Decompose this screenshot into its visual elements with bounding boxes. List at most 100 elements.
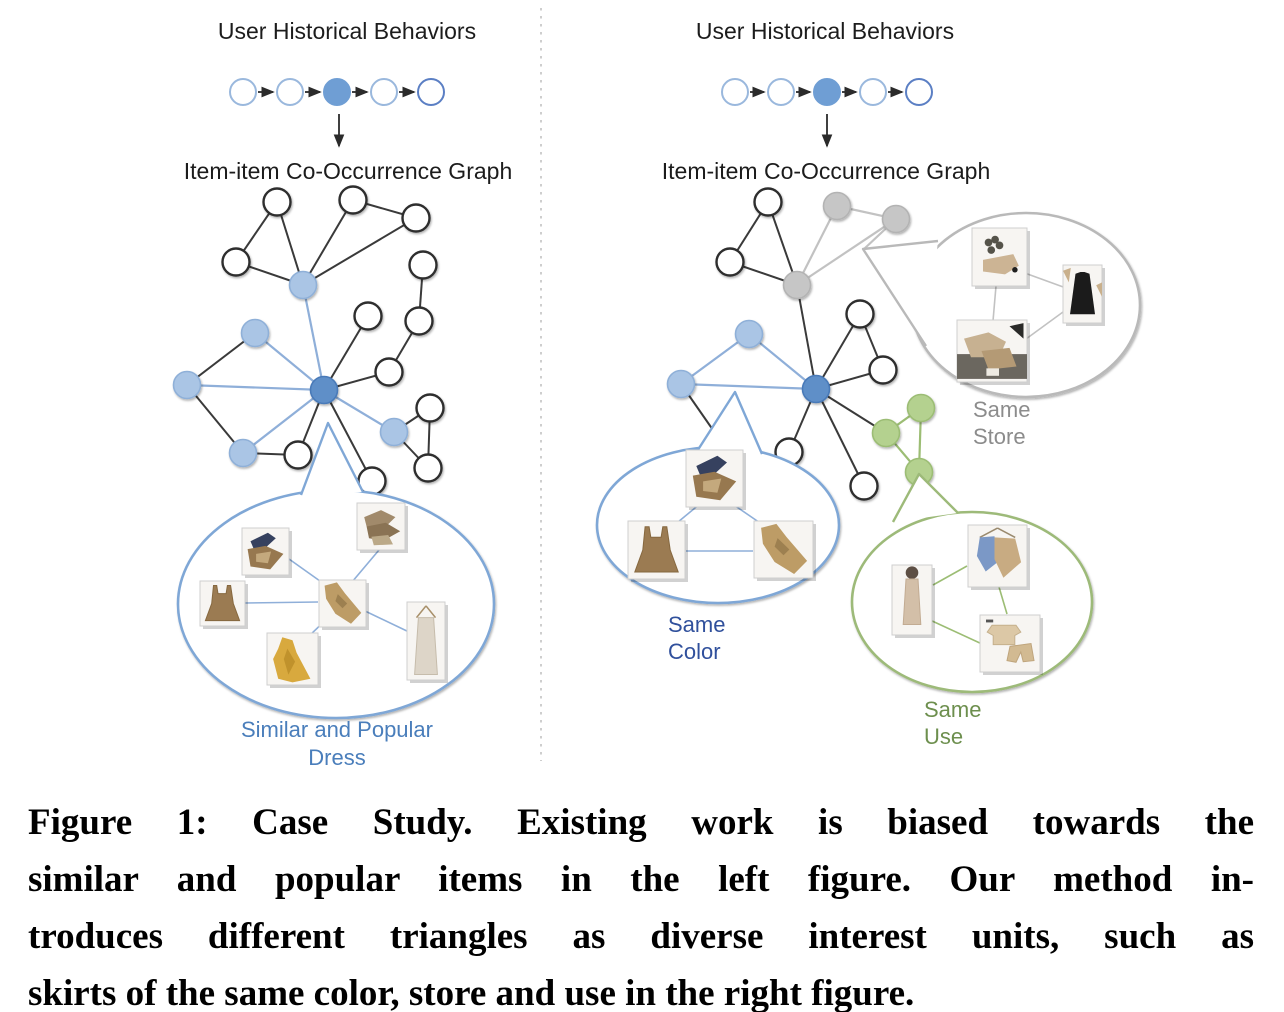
photo-link [998,586,1008,615]
graph-node-w [415,393,445,423]
right-panel-header: User Historical Behaviors [696,18,954,44]
graph-node-w [338,185,368,215]
garment-shape [414,617,438,675]
garment-shape [204,585,241,622]
garment-shape [634,526,679,573]
graph-node-w [715,247,745,277]
graph-node-w [849,471,879,501]
graph-node-w [401,203,431,233]
same-store-label-line2: Store [973,424,1026,449]
garment-shape [983,254,1019,275]
graph-node-gr [782,270,812,300]
hanger-shape [415,605,437,619]
graph-edge [748,333,817,390]
sequence-node [767,78,795,106]
garment-shape [371,535,393,546]
garment-shape [976,536,998,572]
garment-shape [987,246,996,254]
photo-link [1025,311,1064,340]
same-use-label-line2: Use [924,724,963,749]
sequence-node [229,78,257,106]
figure-canvas: User Historical Behaviors Item-item Co-O… [172,8,1142,770]
right-graph-label: Item-item Co-Occurrence Graph [662,158,990,184]
sequence-node [859,78,887,106]
graph-edge [796,284,817,390]
left-panel-header: User Historical Behaviors [218,18,476,44]
garment-shape [256,551,272,564]
photo-link [1021,271,1067,289]
same-store-label-line1: Same [973,397,1030,422]
garment-shape [984,238,993,247]
graph-edge [796,205,838,286]
hanger-shape [979,527,1016,539]
sequence-node [905,78,933,106]
same-use-bubble-tail [891,472,959,523]
garment-shape [1063,267,1071,283]
same-color-bubble-tail [692,390,764,457]
diagram-content [172,78,1142,720]
garment-shape [986,619,994,623]
photo-link [351,549,380,583]
same-color-label-line1: Same [668,612,725,637]
garment-shape [905,566,919,579]
graph-edge [815,388,865,487]
caption-line: similar and popular items in the left fi… [28,859,1254,900]
graph-node-gr [822,191,852,221]
graph-node-lb [228,438,258,468]
garment-shape [283,648,296,675]
graph-node-lb [288,270,318,300]
garment-shape [335,594,348,609]
graph-node-w [283,440,313,470]
graph-edge [302,199,354,286]
garment-shape [994,537,1022,578]
left-graph-label: Item-item Co-Occurrence Graph [184,158,512,184]
caption-line: Figure 1: Case Study. Existing work is b… [28,802,1254,843]
graph-node-lb [734,319,764,349]
caption-line: skirts of the same color, store and use … [28,973,915,1012]
sequence-node [721,78,749,106]
garment-shape [366,522,401,541]
graph-node-db [801,374,831,404]
garment-shape [250,532,276,550]
similar-popular-bubble-tail [299,421,365,496]
same-color-label-line2: Color [668,639,721,664]
graph-edge [186,383,325,392]
graph-node-gr [881,204,911,234]
graph-edge [323,389,373,482]
graph-node-gn [906,393,936,423]
graph-edge [796,218,897,286]
garment-shape [986,624,1022,646]
photo-link [244,601,319,604]
graph-node-w [404,306,434,336]
sequence-node [417,78,445,106]
graph-edge [302,217,417,286]
caption-line: troduces different triangles as diverse … [28,916,1254,957]
sequence-node [276,78,304,106]
photo-link [929,619,983,645]
similar-popular-label-line1: Similar and Popular [241,717,433,742]
photo-link [992,285,997,322]
graph-node-lb [379,417,409,447]
graph-node-w [845,299,875,329]
same-store-bubble-tail [861,239,939,347]
graph-node-lb [172,370,202,400]
similar-popular-label-line2: Dress [308,745,365,770]
sequence-node-highlighted [323,78,351,106]
photo-link [932,565,968,586]
graph-node-w [868,355,898,385]
graph-node-lb [240,318,270,348]
garment-shape [1012,267,1018,273]
graph-node-w [753,187,783,217]
photo-link [364,610,410,633]
garment-shape [981,347,1017,370]
graph-edge [242,389,325,454]
graph-edge [301,284,326,391]
sequence-node-highlighted [813,78,841,106]
garment-shape [1070,272,1095,315]
graph-node-w [262,187,292,217]
graph-node-w [408,250,438,280]
graph-node-lb [666,369,696,399]
graph-edge [254,332,325,391]
garment-shape [902,578,922,625]
